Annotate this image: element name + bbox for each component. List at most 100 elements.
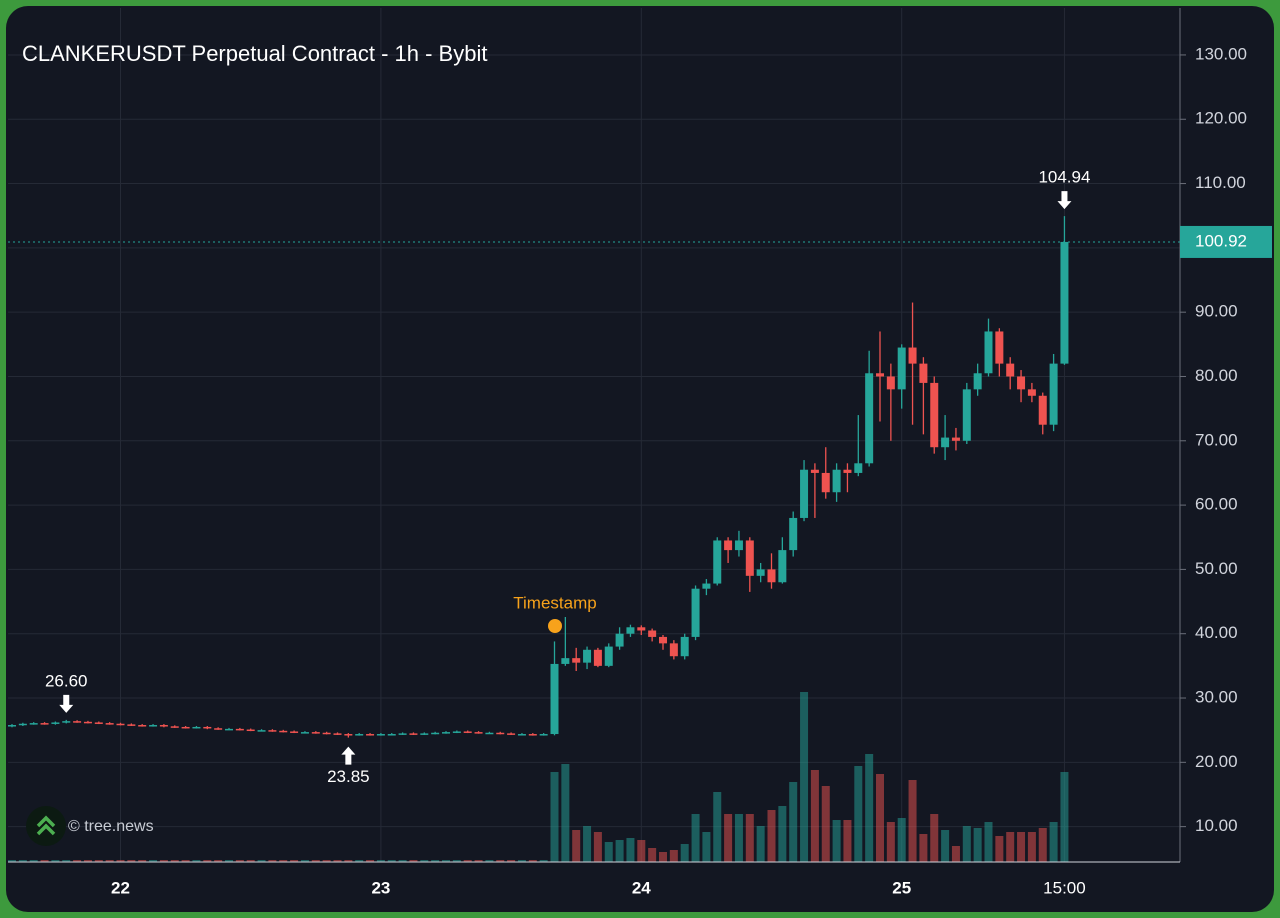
volume-bar bbox=[116, 860, 125, 862]
volume-bar bbox=[246, 860, 255, 862]
chart-title: CLANKERUSDT Perpetual Contract - 1h - By… bbox=[22, 41, 487, 66]
y-tick-label: 30.00 bbox=[1195, 688, 1238, 707]
volume-bar bbox=[669, 850, 678, 862]
last-price-label: 100.92 bbox=[1195, 231, 1247, 250]
candle-body bbox=[886, 376, 895, 390]
y-tick-label: 20.00 bbox=[1195, 752, 1238, 771]
candle-body bbox=[127, 724, 136, 726]
volume-bar bbox=[300, 860, 309, 862]
volume-bar bbox=[930, 814, 939, 862]
candle-body bbox=[973, 373, 982, 390]
candle-body bbox=[138, 725, 147, 727]
candle-body bbox=[680, 636, 689, 657]
candle-body bbox=[691, 588, 700, 637]
candle-body bbox=[51, 722, 60, 724]
volume-bar bbox=[659, 852, 667, 862]
volume-bar bbox=[159, 860, 168, 862]
volume-bar bbox=[648, 848, 657, 862]
y-tick-label: 60.00 bbox=[1195, 495, 1238, 514]
candle-body bbox=[984, 331, 993, 374]
volume-bar bbox=[1006, 832, 1015, 862]
candle-body bbox=[919, 363, 928, 383]
volume-bar bbox=[528, 860, 537, 862]
candle-body bbox=[897, 347, 906, 390]
candle-body bbox=[604, 646, 613, 666]
candles bbox=[8, 216, 1069, 738]
volume-bar bbox=[18, 860, 27, 862]
candle-body bbox=[29, 723, 38, 725]
volume-bar bbox=[995, 836, 1004, 862]
y-tick-label: 110.00 bbox=[1195, 173, 1246, 192]
candle-body bbox=[62, 721, 71, 723]
volume-bar bbox=[539, 860, 548, 862]
candle-body bbox=[398, 733, 407, 735]
volume-bar bbox=[257, 860, 266, 862]
candle-body bbox=[876, 373, 884, 377]
volume-bar bbox=[1027, 832, 1036, 862]
volume-bar bbox=[1060, 772, 1069, 862]
candle-body bbox=[355, 734, 364, 736]
volume-bar bbox=[702, 832, 711, 862]
candle-body bbox=[865, 373, 874, 464]
grid bbox=[8, 8, 1186, 862]
candle-body bbox=[756, 569, 765, 576]
volume-bar bbox=[192, 860, 201, 862]
candle-body bbox=[778, 550, 787, 583]
candle-body bbox=[648, 630, 657, 637]
volume-bar bbox=[973, 828, 982, 862]
candle-body bbox=[1017, 376, 1026, 390]
candle-body bbox=[344, 734, 353, 736]
candle-body bbox=[311, 732, 320, 734]
candle-body bbox=[713, 540, 722, 584]
candle-body bbox=[257, 730, 266, 732]
volume-bar bbox=[409, 860, 418, 862]
volume-bar bbox=[442, 860, 450, 862]
candle-body bbox=[452, 731, 461, 733]
candle-body bbox=[593, 649, 602, 666]
volume-bar bbox=[1017, 832, 1026, 862]
candle-body bbox=[517, 734, 526, 736]
candle-body bbox=[290, 731, 299, 733]
volume-bar bbox=[452, 860, 461, 862]
candle-body bbox=[995, 331, 1004, 364]
candle-body bbox=[170, 726, 179, 728]
volume-bar bbox=[127, 860, 136, 862]
x-tick-label: 22 bbox=[111, 878, 130, 897]
candle-body bbox=[1038, 395, 1047, 425]
volume-bar bbox=[951, 846, 960, 862]
volume-bar bbox=[149, 860, 158, 862]
marker-label: 104.94 bbox=[1038, 168, 1090, 187]
y-tick-label: 80.00 bbox=[1195, 366, 1238, 385]
volume-bar bbox=[463, 860, 472, 862]
volume-bar bbox=[593, 832, 602, 862]
candle-body bbox=[485, 732, 494, 735]
volume-bar bbox=[62, 860, 71, 862]
candle-body bbox=[1027, 389, 1036, 396]
candle-body bbox=[8, 725, 16, 727]
volume-bar bbox=[420, 860, 429, 862]
candle-body bbox=[550, 663, 559, 735]
candle-body bbox=[930, 382, 939, 448]
candle-body bbox=[420, 733, 429, 735]
volume-bar bbox=[376, 860, 385, 862]
candle-body bbox=[246, 729, 255, 732]
volume-bar bbox=[724, 814, 733, 862]
candle-body bbox=[463, 731, 472, 733]
volume-bar bbox=[767, 810, 776, 862]
volume-bar bbox=[800, 692, 809, 862]
volume-bar bbox=[311, 860, 320, 862]
candle-body bbox=[94, 722, 103, 724]
volume-bar bbox=[496, 860, 505, 862]
candle-body bbox=[322, 732, 331, 735]
candle-body bbox=[637, 627, 646, 631]
volume-bar bbox=[29, 860, 38, 862]
x-tick-label: 24 bbox=[632, 878, 651, 897]
chart-background bbox=[6, 6, 1274, 912]
candle-body bbox=[789, 517, 798, 551]
last-price-box bbox=[1180, 225, 1272, 258]
candle-body bbox=[387, 734, 396, 736]
volume-bar bbox=[344, 860, 353, 862]
candle-body bbox=[767, 569, 776, 583]
volume-bar bbox=[821, 786, 830, 862]
